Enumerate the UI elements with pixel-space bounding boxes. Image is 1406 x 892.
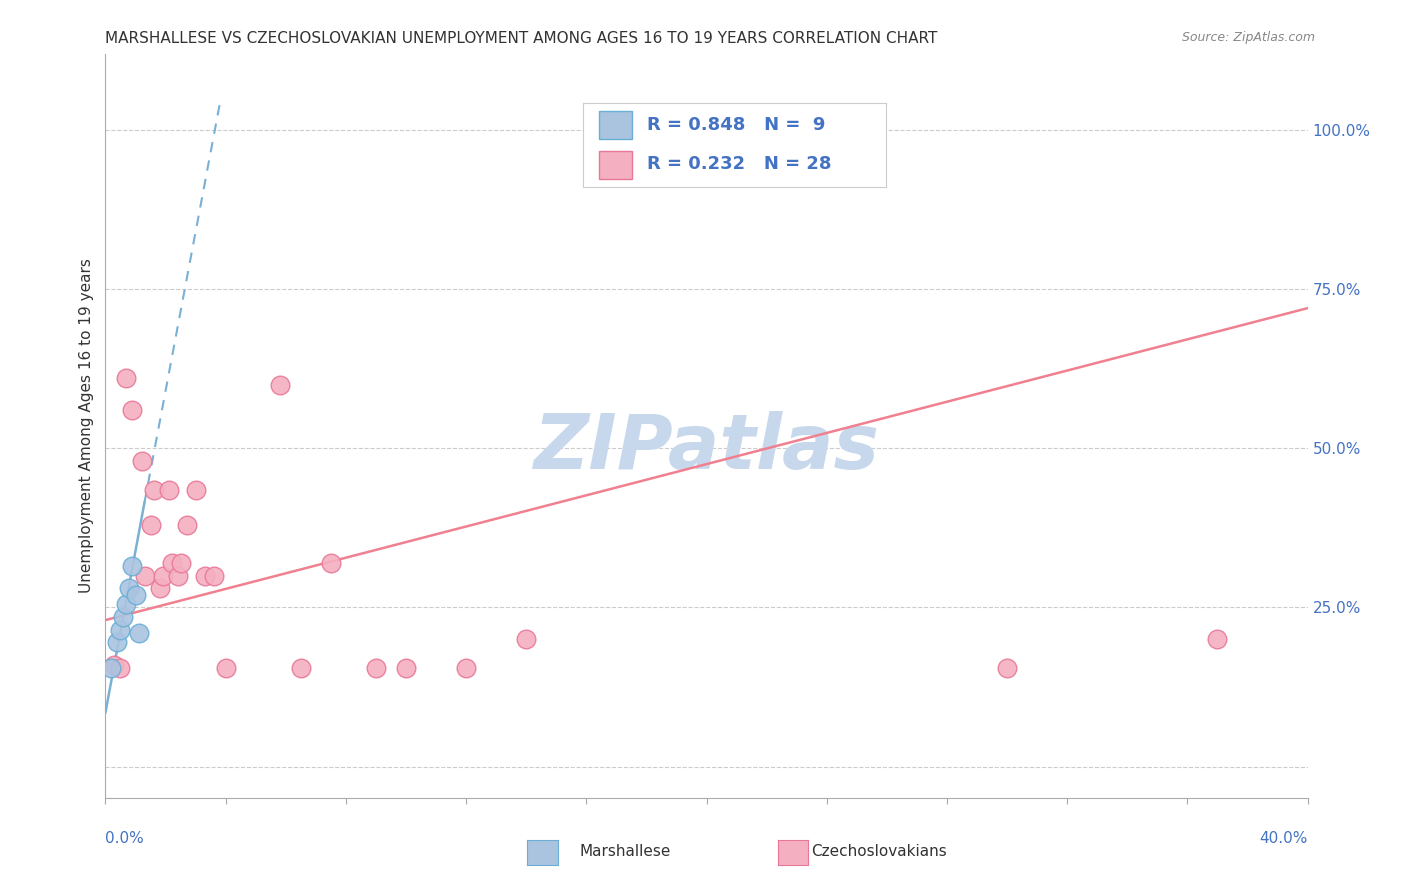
Point [395,661,418,675]
Point [269,377,291,392]
Point [202,568,225,582]
Bar [599,151,631,178]
Point [110,623,132,637]
Point [142,483,165,497]
Text: 40.0%: 40.0% [1260,831,1308,847]
Point [160,556,183,570]
Point [100,661,122,675]
Point [157,483,180,497]
Text: ZIPatlas: ZIPatlas [533,411,880,485]
Point [364,661,387,675]
Point [169,556,191,570]
Point [148,581,170,595]
Point [128,625,150,640]
Point [1206,632,1229,647]
Point [110,661,132,675]
Point [290,661,312,675]
Text: Czechoslovakians: Czechoslovakians [811,845,946,859]
Point [454,661,477,675]
Point [131,454,153,468]
Text: R = 0.232   N = 28: R = 0.232 N = 28 [647,155,831,173]
Point [166,568,188,582]
Point [107,635,129,649]
Point [115,597,138,611]
Point [319,556,342,570]
Point [184,483,207,497]
Point [121,559,143,574]
Text: Source: ZipAtlas.com: Source: ZipAtlas.com [1181,31,1315,45]
Point [124,588,146,602]
Point [115,371,138,385]
Point [515,632,537,647]
Bar [599,111,631,139]
Point [139,517,162,532]
Point [995,661,1018,675]
Point [176,517,198,532]
Point [194,568,217,582]
Point [121,403,143,417]
Text: MARSHALLESE VS CZECHOSLOVAKIAN UNEMPLOYMENT AMONG AGES 16 TO 19 YEARS CORRELATIO: MARSHALLESE VS CZECHOSLOVAKIAN UNEMPLOYM… [105,31,938,46]
Point [118,581,141,595]
Text: 0.0%: 0.0% [105,831,145,847]
Text: Marshallese: Marshallese [581,845,671,859]
Point [103,657,125,672]
Point [112,610,135,624]
Text: R = 0.848   N =  9: R = 0.848 N = 9 [647,116,825,134]
Point [214,661,236,675]
Point [152,568,174,582]
Y-axis label: Unemployment Among Ages 16 to 19 years: Unemployment Among Ages 16 to 19 years [79,259,94,593]
Point [134,568,156,582]
